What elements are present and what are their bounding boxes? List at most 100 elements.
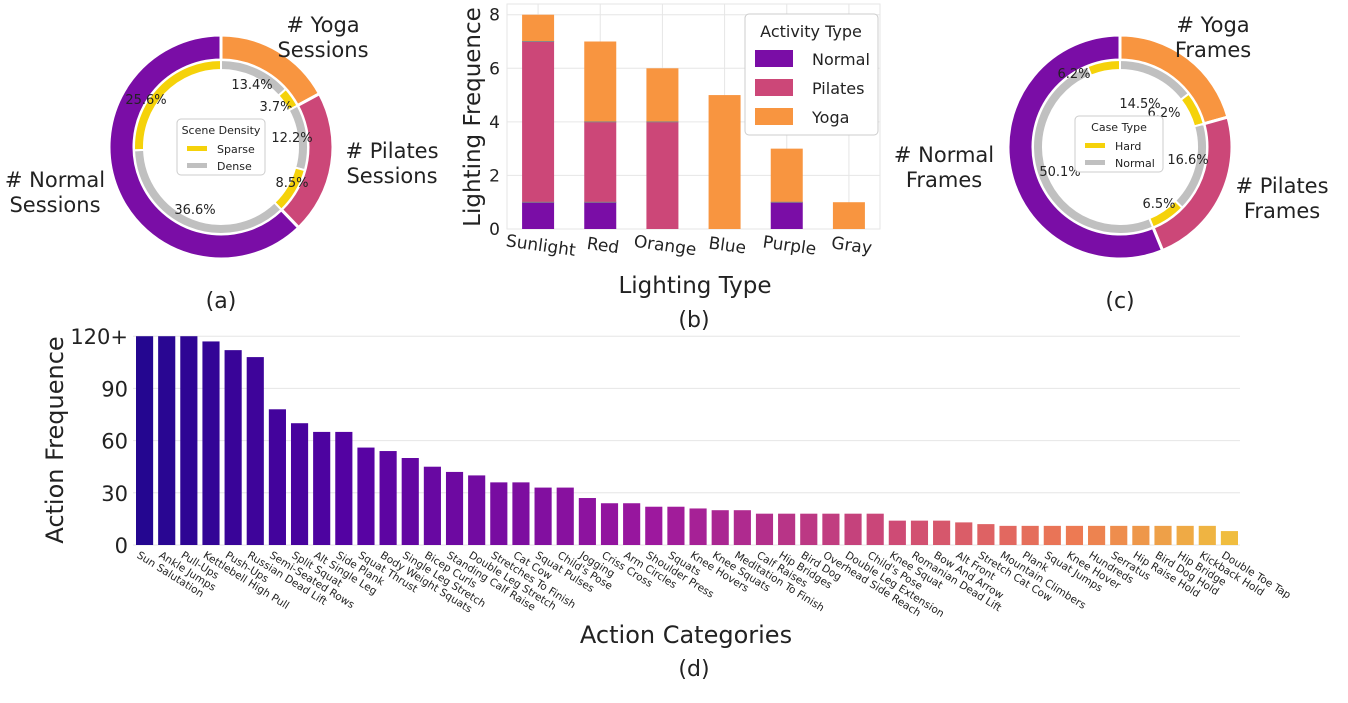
action-bar xyxy=(888,520,906,545)
y-tick-label: 8 xyxy=(489,6,500,26)
outer-slice-label: # Pilates Sessions xyxy=(345,139,438,188)
x-tick-label: Purple xyxy=(761,232,817,259)
legend-label: Sparse xyxy=(217,143,255,156)
action-bar xyxy=(667,506,685,545)
y-tick-label: 120+ xyxy=(70,325,128,349)
legend-swatch xyxy=(1085,160,1105,165)
inner-slice-label: 6.2% xyxy=(1057,67,1090,82)
legend-label: Normal xyxy=(812,50,870,69)
action-bar xyxy=(313,431,331,545)
action-bar xyxy=(733,510,751,545)
action-bar xyxy=(445,471,464,545)
outer-slice-label: # Normal Frames xyxy=(894,143,994,192)
action-bar xyxy=(556,487,574,545)
bar-segment-yoga xyxy=(646,68,679,122)
x-tick-label: Red xyxy=(586,234,621,258)
action-bar xyxy=(468,475,486,545)
subfigure-caption: (b) xyxy=(678,308,709,333)
y-tick-label: 90 xyxy=(101,377,128,401)
action-bar xyxy=(689,508,707,545)
action-bar xyxy=(1043,525,1061,545)
action-bar xyxy=(800,513,818,545)
legend-swatch xyxy=(755,79,793,96)
bar-segment-yoga xyxy=(522,14,555,42)
donut-chart-c: # Yoga Frames # Pilates Frames # Normal Frame… xyxy=(894,13,1329,314)
action-bar xyxy=(623,503,641,545)
legend-swatch xyxy=(755,50,793,67)
donut-chart-a: # Yoga Sessions # Pilates Sessions # Normal S… xyxy=(5,13,439,314)
action-bar xyxy=(158,336,176,545)
action-bar xyxy=(246,357,264,545)
legend-title: Case Type xyxy=(1091,121,1147,134)
action-bar xyxy=(1088,525,1106,545)
action-bar xyxy=(1065,525,1084,545)
y-tick-label: 4 xyxy=(489,113,500,133)
x-tick-label: Gray xyxy=(830,233,873,258)
action-bar xyxy=(866,513,884,545)
outer-slice-label: # Yoga Sessions xyxy=(277,13,368,62)
action-bar xyxy=(423,466,441,545)
action-bar xyxy=(357,447,375,545)
legend-box xyxy=(1074,115,1164,173)
action-bar xyxy=(1176,525,1194,545)
action-bar xyxy=(268,409,286,545)
action-bar xyxy=(1110,525,1128,545)
legend-label: Hard xyxy=(1115,140,1141,153)
action-bar xyxy=(645,506,663,545)
inner-slice-label: 3.7% xyxy=(259,100,292,115)
bar-segment-yoga xyxy=(770,148,803,203)
inner-slice-label: 13.4% xyxy=(231,78,272,93)
action-bar xyxy=(379,451,397,545)
action-bar xyxy=(955,522,973,545)
bar-segment-yoga xyxy=(584,41,617,122)
stacked-bar-chart-b: 0 2 4 6 8 Sunlight Red Orange Blue Purple Gray Ligh… xyxy=(460,3,881,333)
action-bar xyxy=(711,510,729,545)
legend-label: Normal xyxy=(1115,157,1155,170)
y-tick-label: 30 xyxy=(101,482,128,506)
x-tick-label: Orange xyxy=(633,232,698,261)
inner-slice-label: 16.6% xyxy=(1167,153,1208,168)
legend-swatch xyxy=(1085,143,1105,148)
inner-slice-label: 14.5% xyxy=(1119,97,1160,112)
inner-slice-label: 36.6% xyxy=(174,203,215,218)
action-bar xyxy=(933,520,951,545)
y-tick-label: 0 xyxy=(489,220,500,240)
action-bar xyxy=(136,336,154,545)
legend-swatch xyxy=(755,108,793,125)
inner-slice-label: 50.1% xyxy=(1039,165,1080,180)
bar-segment-normal xyxy=(770,202,803,229)
legend-title: Activity Type xyxy=(760,22,862,41)
bar-segment-pilates xyxy=(584,121,617,203)
action-bar xyxy=(534,487,552,545)
action-bar xyxy=(290,423,309,545)
bar-segment-pilates xyxy=(522,41,555,203)
inner-slice-label: 25.6% xyxy=(125,93,166,108)
action-bar xyxy=(1154,525,1172,545)
inner-slice-label: 8.5% xyxy=(275,176,308,191)
subfigure-caption: (d) xyxy=(678,657,709,682)
inner-slice xyxy=(1086,58,1121,77)
action-bar xyxy=(844,513,862,545)
action-bar xyxy=(401,458,419,545)
bar-segment-yoga xyxy=(708,95,741,229)
y-tick-label: 60 xyxy=(101,430,128,454)
action-bar xyxy=(822,513,840,545)
legend-label: Yoga xyxy=(811,108,849,127)
action-bar xyxy=(335,431,353,545)
x-axis-label: Lighting Type xyxy=(618,273,771,299)
action-bar xyxy=(490,482,508,545)
y-tick-label: 2 xyxy=(489,166,500,186)
x-tick-label: Sunlight xyxy=(505,231,577,261)
bar-segment-normal xyxy=(584,202,617,229)
action-bar xyxy=(1220,531,1238,545)
bar-segment-yoga xyxy=(832,202,865,229)
inner-slice xyxy=(133,58,222,152)
bar-segment-normal xyxy=(522,202,555,229)
legend-label: Pilates xyxy=(812,79,864,98)
y-tick-label: 0 xyxy=(115,534,128,558)
y-axis-label: Action Frequence xyxy=(41,336,69,543)
inner-slice-label: 12.2% xyxy=(271,131,312,146)
action-bar xyxy=(1021,525,1039,545)
